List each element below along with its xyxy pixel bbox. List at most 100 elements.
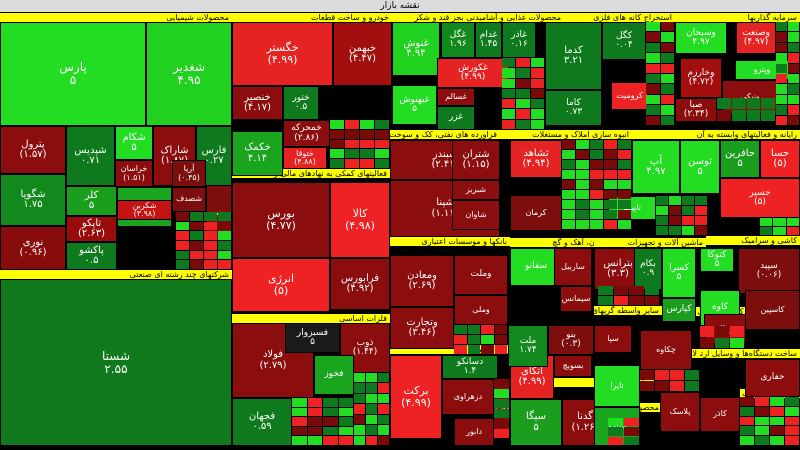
minor-tile[interactable]: [378, 425, 389, 435]
minor-tile[interactable]: [562, 200, 575, 209]
minor-tile[interactable]: [345, 159, 359, 168]
treemap-tile[interactable]: وپترو: [735, 60, 789, 80]
minor-tile[interactable]: [598, 286, 613, 295]
minor-tile[interactable]: [618, 140, 631, 149]
minor-tile[interactable]: [375, 120, 389, 129]
minor-tile[interactable]: [730, 326, 744, 337]
minor-tile[interactable]: [307, 398, 322, 407]
minor-tile[interactable]: [204, 212, 217, 221]
minor-tile[interactable]: [375, 159, 389, 168]
minor-tile[interactable]: [608, 418, 623, 427]
minor-tile[interactable]: [366, 404, 377, 414]
minor-tile[interactable]: [761, 98, 775, 109]
minor-tile[interactable]: [717, 110, 731, 121]
minor-tile[interactable]: [494, 399, 509, 408]
minor-tile[interactable]: [345, 129, 359, 139]
treemap-tile[interactable]: توسن ۵: [680, 140, 720, 194]
treemap-tile[interactable]: سیگا ۵: [510, 399, 562, 446]
minor-tile[interactable]: [354, 414, 365, 425]
minor-tile[interactable]: [354, 404, 365, 414]
minor-tile[interactable]: [190, 221, 203, 231]
minor-tile[interactable]: [576, 180, 589, 189]
treemap-tile[interactable]: شتران (۱.۱۵): [452, 140, 500, 180]
treemap-tile[interactable]: وخارزم (۴.۷۲): [680, 58, 722, 98]
minor-tile[interactable]: [590, 210, 603, 219]
minor-tile[interactable]: [378, 383, 389, 393]
minor-tile[interactable]: [660, 63, 674, 73]
minor-tile[interactable]: [788, 22, 799, 32]
minor-tile[interactable]: [218, 250, 231, 260]
treemap-tile[interactable]: پارس ۵: [0, 22, 146, 126]
minor-tile[interactable]: [366, 425, 377, 435]
minor-tile[interactable]: [562, 140, 575, 149]
minor-tile[interactable]: [788, 84, 799, 94]
minor-tile[interactable]: [786, 218, 799, 226]
minor-tile[interactable]: [190, 250, 203, 260]
minor-tile[interactable]: [590, 220, 603, 229]
treemap-tile[interactable]: غزر: [437, 106, 475, 130]
minor-tile[interactable]: [755, 436, 769, 445]
minor-tile[interactable]: [656, 206, 668, 215]
minor-tile[interactable]: [494, 389, 509, 398]
minor-tile[interactable]: [618, 160, 631, 169]
minor-tile[interactable]: [204, 221, 217, 231]
minor-tile[interactable]: [682, 206, 694, 215]
minor-tile[interactable]: [618, 220, 631, 229]
treemap-tile[interactable]: حفاری: [745, 359, 800, 397]
treemap-tile[interactable]: کاما ۰.۷۳: [545, 90, 602, 126]
minor-tile[interactable]: [516, 58, 530, 68]
treemap-tile[interactable]: کلر ۵: [66, 186, 117, 216]
minor-tile[interactable]: [786, 227, 799, 235]
minor-tile[interactable]: [375, 149, 389, 159]
treemap-tile[interactable]: غدام ۱.۴۵: [475, 22, 502, 58]
minor-tile[interactable]: [740, 406, 754, 416]
minor-tile[interactable]: [660, 22, 674, 32]
treemap-tile[interactable]: فجهان ۰.۵۹: [232, 398, 292, 446]
minor-tile[interactable]: [604, 180, 617, 189]
minor-tile[interactable]: [176, 250, 189, 260]
minor-tile[interactable]: [788, 63, 799, 73]
minor-tile[interactable]: [323, 436, 338, 445]
minor-tile[interactable]: [788, 115, 799, 125]
treemap-tile[interactable]: وصنعت (۴.۹۷): [736, 22, 776, 54]
treemap-tile[interactable]: خمحرکه (۲.۸۶): [283, 120, 330, 147]
minor-tile[interactable]: [682, 216, 694, 225]
treemap-tile[interactable]: خنصیر (۴.۱۷): [232, 86, 283, 120]
minor-tile[interactable]: [502, 109, 516, 119]
minor-tile[interactable]: [776, 84, 787, 94]
minor-tile[interactable]: [770, 416, 784, 426]
minor-tile[interactable]: [700, 326, 714, 337]
treemap-tile[interactable]: سپید (۰.۰۶): [738, 248, 800, 294]
treemap-tile[interactable]: فارس ۰.۲۷: [196, 126, 232, 186]
treemap-tile[interactable]: کرومیت: [611, 82, 648, 110]
minor-tile[interactable]: [776, 105, 787, 115]
minor-tile[interactable]: [646, 74, 660, 84]
minor-tile[interactable]: [660, 42, 674, 53]
minor-tile[interactable]: [660, 32, 674, 42]
minor-tile[interactable]: [746, 98, 761, 109]
minor-tile[interactable]: [330, 149, 344, 159]
minor-tile[interactable]: [366, 373, 377, 383]
minor-tile[interactable]: [770, 436, 784, 445]
minor-tile[interactable]: [307, 417, 322, 426]
treemap-tile[interactable]: دابور: [454, 418, 494, 446]
minor-tile[interactable]: [660, 105, 674, 115]
minor-tile[interactable]: [613, 296, 628, 305]
minor-tile[interactable]: [330, 129, 344, 139]
minor-tile[interactable]: [604, 160, 617, 169]
minor-tile[interactable]: [770, 397, 784, 406]
minor-tile[interactable]: [776, 94, 787, 105]
minor-tile[interactable]: [608, 427, 623, 436]
minor-tile[interactable]: [481, 335, 494, 344]
minor-tile[interactable]: [776, 53, 787, 63]
minor-tile[interactable]: [338, 436, 353, 445]
minor-tile[interactable]: [530, 119, 544, 129]
minor-tile[interactable]: [204, 260, 217, 269]
minor-tile[interactable]: [576, 190, 589, 199]
treemap-tile[interactable]: غبهنوش ۵: [392, 85, 437, 125]
minor-tile[interactable]: [624, 427, 639, 436]
treemap-tile[interactable]: شپدیس ۰.۷۱: [66, 126, 115, 186]
treemap-tile[interactable]: وتجارت (۳.۴۶): [390, 307, 454, 349]
minor-tile[interactable]: [360, 120, 374, 129]
minor-tile[interactable]: [755, 416, 769, 426]
